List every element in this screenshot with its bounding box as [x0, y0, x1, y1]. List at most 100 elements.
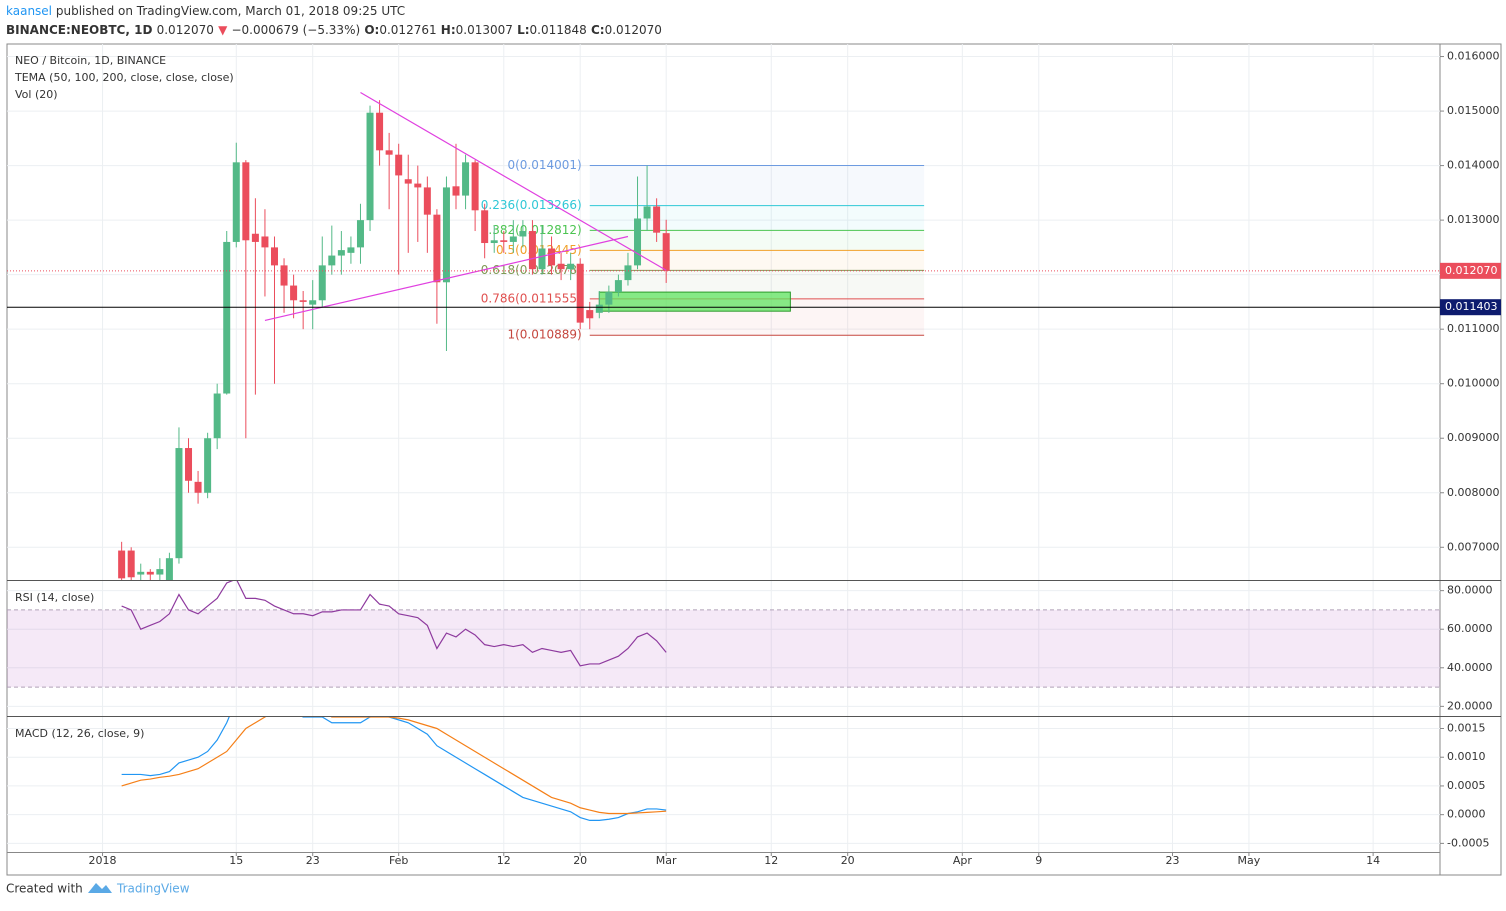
candle-body — [395, 154, 403, 176]
candle-body — [605, 292, 613, 305]
candle-body — [548, 248, 556, 266]
candle-body — [299, 300, 307, 302]
y-tick-label: 0.010000 — [1447, 377, 1500, 390]
y-tick-label: 0.014000 — [1447, 159, 1500, 172]
candle-body — [165, 558, 173, 580]
trendline — [264, 235, 629, 322]
y-tick-label: 0.011000 — [1447, 322, 1500, 335]
candle-body — [567, 263, 575, 270]
macd-pane — [7, 717, 1440, 852]
candle-body — [595, 304, 603, 313]
arrow: ▼ — [218, 23, 228, 37]
pane-title: MACD (12, 26, close, 9) — [15, 727, 144, 740]
price-tag-label: 0.011403 — [1445, 300, 1498, 313]
rsi-pane — [7, 581, 1440, 716]
candle-body — [232, 162, 240, 242]
candle-body — [337, 250, 345, 256]
fib-label: 0.382(0.012812) — [481, 223, 582, 237]
y-tick-label: 0.0015 — [1447, 721, 1486, 734]
candle-body — [519, 231, 527, 237]
candle-body — [490, 240, 498, 244]
y-tick-label: 0.007000 — [1447, 540, 1500, 553]
candle-body — [643, 206, 651, 219]
chart-title: NEO / Bitcoin, 1D, BINANCE — [15, 54, 166, 67]
h: 0.013007 — [456, 23, 513, 37]
x-tick-label: 2018 — [89, 854, 117, 867]
candle-body — [213, 393, 221, 439]
c-label: C: — [591, 23, 605, 37]
price-tag — [1440, 262, 1501, 279]
x-tick-label: 9 — [1035, 854, 1042, 867]
fib-label: 0.786(0.011555) — [481, 291, 582, 305]
logo — [88, 883, 112, 893]
axes: 2018 15 23 Feb 12 20 Mar 12 20 Apr 9 23 May 14 0.01600… — [89, 50, 1501, 867]
y-tick-label: 0.0000 — [1447, 808, 1486, 821]
candle-body — [404, 179, 412, 184]
brand[interactable]: TradingView — [116, 882, 190, 896]
x-tick-label: 23 — [1166, 854, 1180, 867]
x-tick-label: 20 — [573, 854, 587, 867]
o-label: O: — [364, 23, 379, 37]
header-line: kaansel published on TradingView.com, Ma… — [6, 4, 405, 18]
candle-body — [194, 481, 202, 493]
price-tag — [1440, 299, 1501, 316]
price-tag-label: 0.012070 — [1445, 264, 1498, 277]
fib-band — [589, 250, 925, 271]
x-tick-label: 12 — [497, 854, 511, 867]
user[interactable]: kaansel — [6, 4, 52, 18]
pane-title: RSI (14, close) — [15, 591, 94, 604]
y-tick-label: 0.015000 — [1447, 104, 1500, 117]
x-tick-label: 23 — [306, 854, 320, 867]
candle-body — [242, 162, 250, 241]
x-tick-label: 12 — [764, 854, 778, 867]
y-tick-label: 0.009000 — [1447, 431, 1500, 444]
candle-body — [634, 218, 642, 266]
y-tick-label: 80.0000 — [1447, 584, 1493, 597]
ohlc-line: BINANCE:NEOBTC, 1D 0.012070 ▼ −0.000679 … — [6, 23, 662, 37]
change: −0.000679 (−5.33%) — [231, 23, 360, 37]
candle-body — [538, 248, 546, 270]
fib-label: 1(0.010889) — [507, 328, 581, 342]
footer-text: Created with — [6, 882, 83, 896]
y-tick-label: 0.013000 — [1447, 213, 1500, 226]
candle-body — [356, 220, 364, 248]
candle-body — [175, 448, 183, 559]
candle-body — [290, 285, 298, 301]
x-tick-label: May — [1238, 854, 1261, 867]
y-tick-label: -0.0005 — [1447, 836, 1489, 849]
series-line — [121, 717, 667, 815]
candle-body — [509, 236, 517, 242]
frame — [6, 43, 1502, 876]
candle-body — [662, 233, 670, 271]
y-tick-label: 0.016000 — [1447, 50, 1500, 63]
candle-body — [318, 265, 326, 301]
candle-body — [328, 255, 336, 266]
series-line — [121, 581, 667, 667]
candle-body — [223, 241, 231, 394]
legend-entry: Vol (20) — [15, 88, 58, 101]
candle-body — [576, 263, 584, 323]
rsi-band — [7, 609, 1440, 688]
fib-label: 0.618(0.012078) — [481, 263, 582, 277]
candle-body — [146, 571, 154, 575]
h-label: H: — [441, 23, 456, 37]
zone — [598, 291, 791, 312]
fib-band — [589, 165, 925, 206]
candle-body — [528, 231, 536, 270]
fib-band — [589, 230, 925, 251]
symbol: BINANCE:NEOBTC, 1D — [6, 23, 152, 37]
y-tick-label: 0.0010 — [1447, 750, 1486, 763]
x-tick-label: Mar — [656, 854, 677, 867]
candle-body — [614, 280, 622, 293]
y-tick-label: 40.0000 — [1447, 661, 1493, 674]
x-tick-label: Apr — [953, 854, 973, 867]
c: 0.012070 — [605, 23, 662, 37]
candle-body — [624, 265, 632, 281]
x-tick-label: 14 — [1366, 854, 1380, 867]
candle-body — [385, 150, 393, 155]
y-tick-label: 0.008000 — [1447, 486, 1500, 499]
candle-body — [557, 263, 565, 270]
candle-body — [137, 571, 145, 575]
candle-body — [653, 206, 661, 233]
